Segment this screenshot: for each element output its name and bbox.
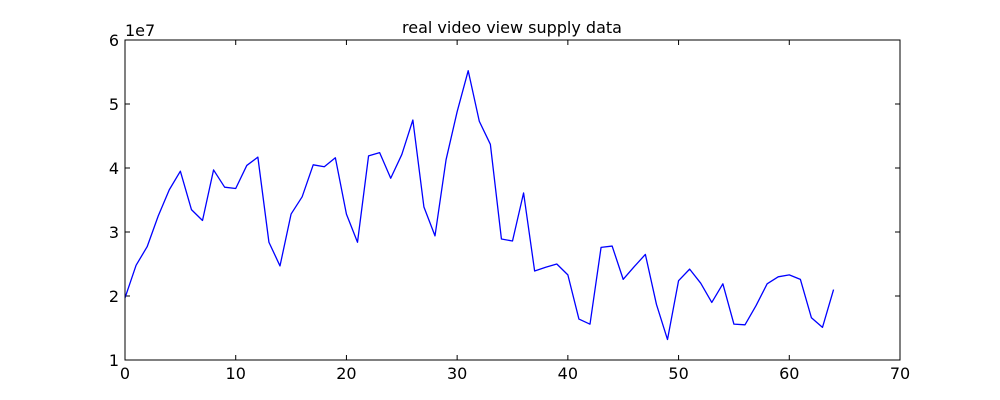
y-tick-label: 4 [109, 159, 119, 178]
y-tick-label: 1 [109, 351, 119, 370]
chart-title: real video view supply data [402, 18, 622, 37]
plot-frame [124, 39, 901, 361]
y-tick-label: 2 [109, 287, 119, 306]
x-tick-label: 60 [779, 364, 799, 383]
x-tick-label: 20 [336, 364, 356, 383]
axis-tick-labels: 0 10 20 30 40 50 60 70 1 2 3 4 5 6 [109, 31, 910, 383]
axis-ticks [124, 39, 901, 361]
x-tick-label: 70 [890, 364, 910, 383]
y-tick-label: 5 [109, 95, 119, 114]
x-tick-label: 40 [558, 364, 578, 383]
x-tick-label: 50 [668, 364, 688, 383]
series-line [124, 70, 835, 341]
x-tick-label: 10 [226, 364, 246, 383]
y-tick-label: 3 [109, 223, 119, 242]
x-tick-label: 30 [447, 364, 467, 383]
y-tick-label: 6 [109, 31, 119, 50]
x-tick-label: 0 [120, 364, 130, 383]
y-scale-exponent: 1e7 [125, 21, 155, 40]
